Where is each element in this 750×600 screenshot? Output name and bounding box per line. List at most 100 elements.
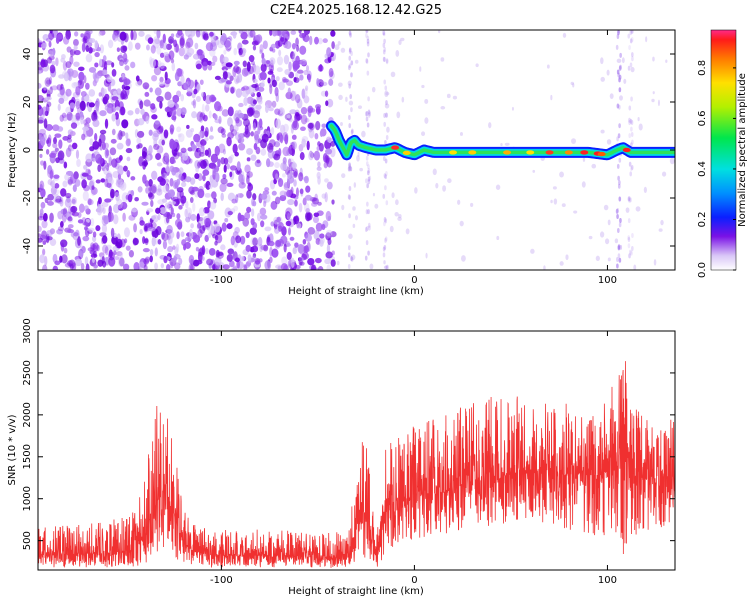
heatmap-cell bbox=[149, 87, 153, 93]
heatmap-cell bbox=[250, 218, 255, 226]
heatmap-cell bbox=[437, 30, 441, 34]
heatmap-cell bbox=[94, 132, 98, 142]
heatmap-cell bbox=[99, 44, 105, 54]
heatmap-cell bbox=[229, 165, 237, 171]
heatmap-cell bbox=[295, 71, 299, 79]
heatmap-cell bbox=[49, 212, 54, 223]
heatmap-cell bbox=[214, 256, 222, 266]
heatmap-cell bbox=[38, 215, 45, 221]
heatmap-cell bbox=[135, 81, 142, 87]
heatmap-cell bbox=[290, 30, 297, 35]
heatmap-cell bbox=[317, 161, 321, 168]
heatmap-cell bbox=[252, 237, 258, 246]
heatmap-cell bbox=[385, 112, 388, 118]
heatmap-cell bbox=[80, 91, 87, 97]
heatmap-cell bbox=[299, 261, 305, 266]
heatmap-cell bbox=[243, 264, 248, 270]
heatmap-cell bbox=[260, 63, 267, 73]
heatmap-cell bbox=[123, 263, 130, 270]
heatmap-cell bbox=[305, 233, 313, 242]
heatmap-cell bbox=[75, 85, 81, 96]
heatmap-cell bbox=[85, 153, 93, 163]
heatmap-cell bbox=[148, 129, 153, 136]
heatmap-cell bbox=[367, 170, 370, 176]
heatmap-cell bbox=[321, 223, 326, 231]
heatmap-cell bbox=[197, 188, 205, 199]
colorbar-tick-label: 0.8 bbox=[697, 60, 708, 76]
heatmap-cell bbox=[85, 168, 91, 175]
snr-y-axis: 500 1000 1500 2000 2500 3000 bbox=[22, 318, 675, 550]
heatmap-cell bbox=[54, 260, 61, 266]
heatmap-cell bbox=[92, 140, 100, 150]
heatmap-cell bbox=[257, 86, 265, 92]
heatmap-cell bbox=[627, 236, 631, 242]
heatmap-cell bbox=[229, 260, 235, 268]
heatmap-cell bbox=[299, 59, 307, 66]
heatmap-cell bbox=[630, 131, 634, 137]
heatmap-cell bbox=[559, 261, 564, 266]
heatmap-cell bbox=[104, 105, 110, 111]
heatmap-cell bbox=[162, 42, 168, 50]
heatmap-cell bbox=[334, 44, 340, 51]
heatmap-cell bbox=[119, 181, 127, 191]
heatmap-cell bbox=[238, 30, 244, 34]
heatmap-cell bbox=[295, 55, 300, 65]
heatmap-cell bbox=[248, 55, 255, 63]
heatmap-cell bbox=[628, 253, 631, 259]
heatmap-cell bbox=[108, 256, 116, 267]
heatmap-cell bbox=[98, 196, 102, 205]
heatmap-cell bbox=[59, 86, 65, 96]
heatmap-cell bbox=[163, 51, 169, 57]
heatmap-cell bbox=[328, 78, 334, 87]
heatmap-cell bbox=[250, 131, 254, 137]
heatmap-cell bbox=[99, 232, 107, 237]
heatmap-cell bbox=[50, 156, 55, 162]
heatmap-cell bbox=[366, 201, 369, 207]
heatmap-cell bbox=[348, 123, 352, 129]
heatmap-cell bbox=[367, 168, 371, 174]
heatmap-cell bbox=[299, 45, 307, 55]
heatmap-cell bbox=[238, 47, 243, 56]
heatmap-cell bbox=[653, 259, 657, 266]
heatmap-cell bbox=[147, 37, 154, 44]
heatmap-cell bbox=[307, 122, 314, 129]
heatmap-cell bbox=[130, 176, 136, 181]
heatmap-cell bbox=[102, 88, 107, 95]
heatmap-cell bbox=[340, 47, 346, 53]
heatmap-cell bbox=[152, 38, 160, 49]
heatmap-cell bbox=[565, 254, 569, 261]
heatmap-cell bbox=[260, 82, 265, 88]
heatmap-cell bbox=[157, 239, 162, 245]
heatmap-cell bbox=[166, 212, 172, 220]
heatmap-cell bbox=[207, 232, 212, 239]
heatmap-cell bbox=[101, 141, 106, 151]
heatmap-cell bbox=[350, 254, 356, 261]
heatmap-cell bbox=[204, 130, 209, 137]
heatmap-cell bbox=[633, 264, 637, 270]
heatmap-cell bbox=[202, 174, 206, 182]
heatmap-cell bbox=[208, 110, 212, 119]
heatmap-cell bbox=[273, 153, 281, 161]
heatmap-cell bbox=[618, 157, 622, 163]
heatmap-cell bbox=[119, 59, 125, 67]
heatmap-cell bbox=[42, 33, 50, 41]
heatmap-cell bbox=[294, 199, 298, 207]
heatmap-cell bbox=[296, 44, 300, 52]
heatmap-cell bbox=[366, 226, 369, 232]
heatmap-cell bbox=[307, 107, 312, 118]
heatmap-cell bbox=[105, 60, 113, 66]
heatmap-cell bbox=[292, 51, 297, 59]
heatmap-cell bbox=[240, 255, 245, 262]
heatmap-cell bbox=[159, 65, 167, 72]
heatmap-cell bbox=[296, 220, 300, 229]
heatmap-cell bbox=[143, 159, 148, 168]
heatmap-cell bbox=[57, 226, 64, 232]
heatmap-cell bbox=[269, 57, 276, 66]
heatmap-cell bbox=[350, 257, 354, 263]
heatmap-cell bbox=[256, 91, 261, 98]
heatmap-cell bbox=[66, 46, 72, 53]
heatmap-cell bbox=[113, 30, 119, 36]
heatmap-cell bbox=[85, 82, 90, 90]
heatmap-cell bbox=[365, 30, 369, 33]
heatmap-cell bbox=[253, 142, 258, 151]
